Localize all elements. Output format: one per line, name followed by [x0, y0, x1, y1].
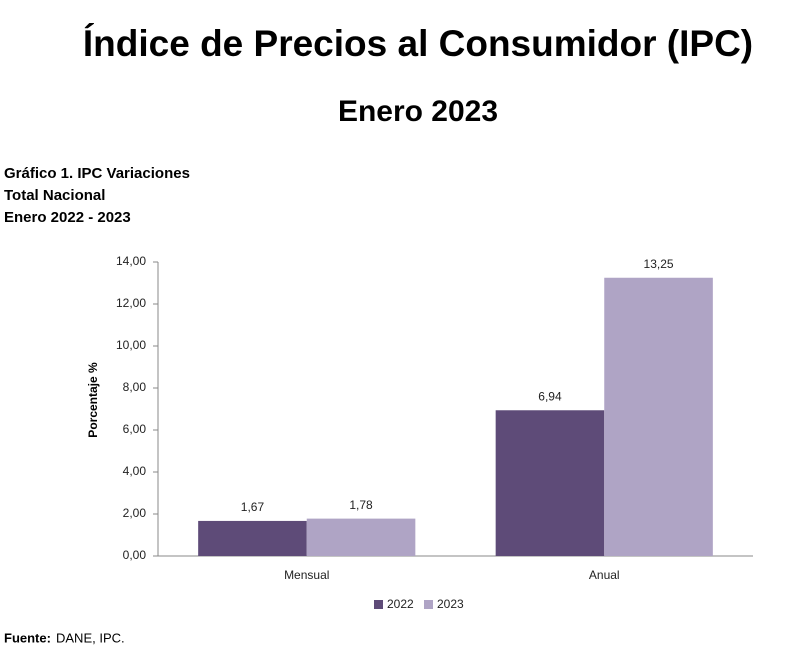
- bar: [306, 518, 416, 556]
- y-tick-label: 2,00: [123, 506, 147, 520]
- y-tick-label: 12,00: [116, 296, 146, 310]
- value-label: 13,25: [644, 257, 674, 271]
- source-label: Fuente:: [4, 630, 51, 645]
- value-label: 6,94: [538, 389, 562, 403]
- chart-title: Total Nacional: [4, 187, 105, 204]
- bar: [495, 410, 605, 556]
- y-tick-label: 14,00: [116, 254, 146, 268]
- legend-label: 2022: [387, 597, 414, 611]
- y-tick-label: 0,00: [123, 548, 147, 562]
- y-axis-label: Porcentaje %: [86, 362, 100, 438]
- value-label: 1,78: [349, 498, 373, 512]
- chart-title: Gráfico 1. IPC Variaciones: [4, 165, 190, 182]
- x-tick-label: Mensual: [284, 568, 329, 582]
- chart-title: Enero 2022 - 2023: [4, 209, 131, 226]
- legend-label: 2023: [437, 597, 464, 611]
- bar: [198, 520, 307, 556]
- bar: [604, 277, 713, 556]
- x-tick-label: Anual: [589, 568, 620, 582]
- y-tick-label: 8,00: [123, 380, 147, 394]
- source: DANE, IPC.: [56, 630, 125, 645]
- page-subtitle: Enero 2023: [338, 95, 498, 128]
- y-tick-label: 4,00: [123, 464, 147, 478]
- legend-swatch: [424, 600, 433, 609]
- legend-swatch: [374, 600, 383, 609]
- page-title: Índice de Precios al Consumidor (IPC): [83, 23, 753, 64]
- y-tick-label: 10,00: [116, 338, 146, 352]
- value-label: 1,67: [241, 500, 265, 514]
- y-tick-label: 6,00: [123, 422, 147, 436]
